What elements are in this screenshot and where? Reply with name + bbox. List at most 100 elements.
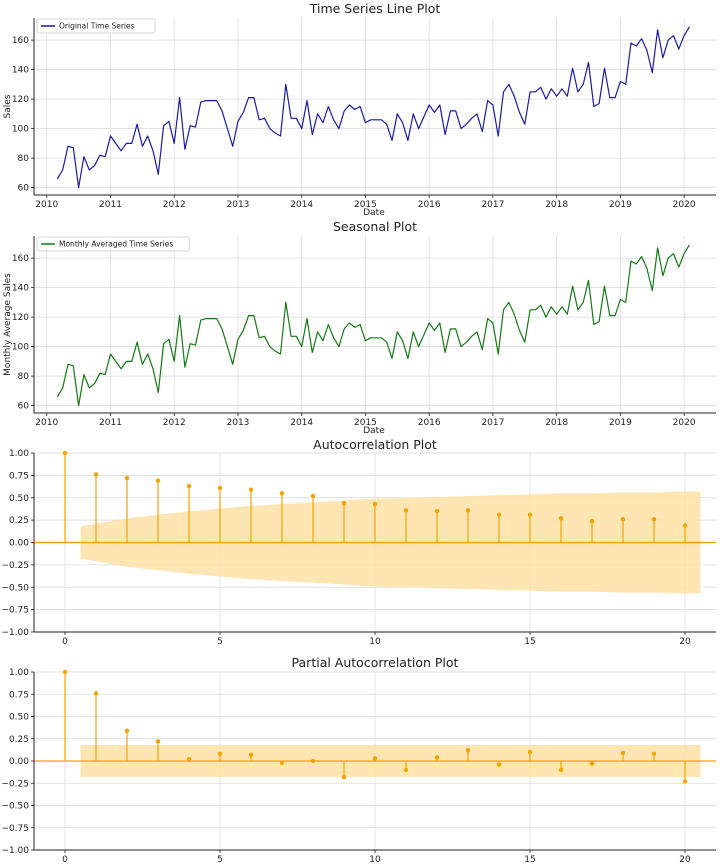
stem-marker	[124, 728, 130, 733]
y-tick-label: 100	[12, 125, 29, 135]
x-tick-label: 2018	[545, 418, 568, 428]
stem-marker	[186, 757, 192, 762]
y-tick-label: −0.50	[1, 802, 29, 812]
chart-title: Partial Autocorrelation Plot	[292, 655, 459, 670]
stem-marker	[186, 483, 192, 489]
stem-marker	[682, 779, 688, 784]
x-tick-label: 15	[524, 855, 535, 865]
plot-seasonal: Seasonal Plot Monthly Averaged Time Serie…	[3, 219, 716, 436]
stem-marker	[341, 774, 347, 780]
y-tick-label: 0.50	[9, 494, 29, 504]
stem-marker	[558, 516, 564, 521]
y-tick-label: 1.00	[9, 668, 29, 678]
stem-marker	[372, 756, 378, 761]
x-tick-label: 2020	[673, 418, 696, 428]
legend: Original Time Series	[36, 18, 156, 34]
stem-marker	[403, 508, 409, 513]
stem-marker	[465, 508, 471, 513]
y-tick-label: −0.25	[1, 779, 29, 789]
y-tick-label: 120	[12, 313, 29, 323]
y-tick-label: 160	[12, 254, 29, 264]
stem-marker	[620, 517, 626, 522]
y-tick-label: 140	[12, 66, 29, 76]
x-tick-label: 2013	[227, 418, 250, 428]
stem-marker	[93, 472, 99, 477]
stem-marker	[155, 478, 161, 483]
stem-marker	[527, 749, 533, 755]
x-tick-label: 2012	[163, 200, 186, 210]
stem-marker	[651, 517, 657, 522]
y-tick-label: 140	[12, 284, 29, 294]
x-tick-label: 2016	[418, 200, 441, 210]
stem-marker	[62, 450, 68, 456]
x-tick-label: 2011	[99, 418, 122, 428]
stem-marker	[620, 750, 626, 756]
x-tick-label: 2014	[290, 418, 313, 428]
y-tick-label: −0.50	[1, 583, 29, 593]
x-tick-label: 2015	[354, 200, 377, 210]
y-tick-label: 0.75	[9, 690, 29, 700]
x-tick-label: 10	[369, 637, 381, 647]
y-tick-label: −0.75	[1, 824, 29, 834]
x-tick-label: 2011	[99, 200, 122, 210]
x-axis-label: Date	[363, 426, 385, 436]
stem-marker	[558, 767, 564, 773]
stem-marker	[155, 739, 161, 744]
stem-marker	[279, 760, 285, 765]
chart-title: Time Series Line Plot	[309, 1, 441, 16]
chart-title: Autocorrelation Plot	[313, 437, 437, 452]
stem-marker	[496, 512, 502, 517]
stem-marker	[651, 751, 657, 757]
y-tick-label: 0.50	[9, 713, 29, 723]
y-tick-label: 80	[18, 154, 30, 164]
chart-title: Seasonal Plot	[333, 219, 417, 234]
legend: Monthly Averaged Time Series	[36, 236, 190, 252]
legend-label: Monthly Averaged Time Series	[59, 240, 173, 249]
stem-marker	[496, 762, 502, 767]
y-tick-label: −1.00	[1, 846, 29, 856]
x-tick-label: 20	[679, 637, 691, 647]
stem-marker	[248, 752, 254, 757]
series-line	[56, 244, 690, 407]
stem-marker	[465, 748, 471, 753]
x-tick-label: 2019	[609, 418, 632, 428]
x-tick-label: 2017	[481, 418, 504, 428]
x-tick-label: 2015	[354, 418, 377, 428]
x-tick-label: 2013	[227, 200, 250, 210]
plot-acf: Autocorrelation Plot 0 5 10 15 20 1.00 0.75 0.50…	[1, 437, 716, 647]
y-tick-label: −0.75	[1, 606, 29, 616]
stem-marker	[310, 493, 316, 499]
y-tick-label: 160	[12, 36, 29, 46]
stem-marker	[589, 761, 595, 766]
stem-marker	[682, 523, 688, 528]
stem-marker	[62, 669, 68, 675]
x-tick-label: 2012	[163, 418, 186, 428]
y-axis-label: Monthly Average Sales	[3, 273, 13, 376]
x-tick-label: 2019	[609, 200, 632, 210]
y-tick-label: 100	[12, 343, 29, 353]
x-tick-label: 5	[217, 637, 223, 647]
legend-box	[36, 18, 156, 34]
x-tick-label: 20	[679, 855, 691, 865]
stem-marker	[93, 691, 99, 696]
x-tick-label: 10	[369, 855, 381, 865]
x-tick-label: 2016	[418, 418, 441, 428]
plot-pacf: Partial Autocorrelation Plot 0 5 10 15 20 1.00…	[1, 655, 716, 865]
stem-marker	[248, 487, 254, 492]
x-tick-label: 15	[524, 637, 535, 647]
stem-marker	[279, 491, 285, 496]
stem-marker	[527, 512, 533, 517]
y-tick-label: 1.00	[9, 449, 29, 459]
y-tick-label: −0.25	[1, 561, 29, 571]
x-tick-label: 2014	[290, 200, 313, 210]
x-tick-label: 0	[62, 637, 68, 647]
stem-marker	[434, 508, 440, 514]
x-tick-label: 2020	[673, 200, 696, 210]
x-axis-label: Date	[363, 208, 385, 218]
stem-marker	[403, 767, 409, 773]
y-tick-label: 0.00	[9, 757, 29, 767]
y-tick-label: 0.75	[9, 471, 29, 481]
y-tick-label: 120	[12, 95, 29, 105]
x-tick-label: 0	[62, 855, 68, 865]
